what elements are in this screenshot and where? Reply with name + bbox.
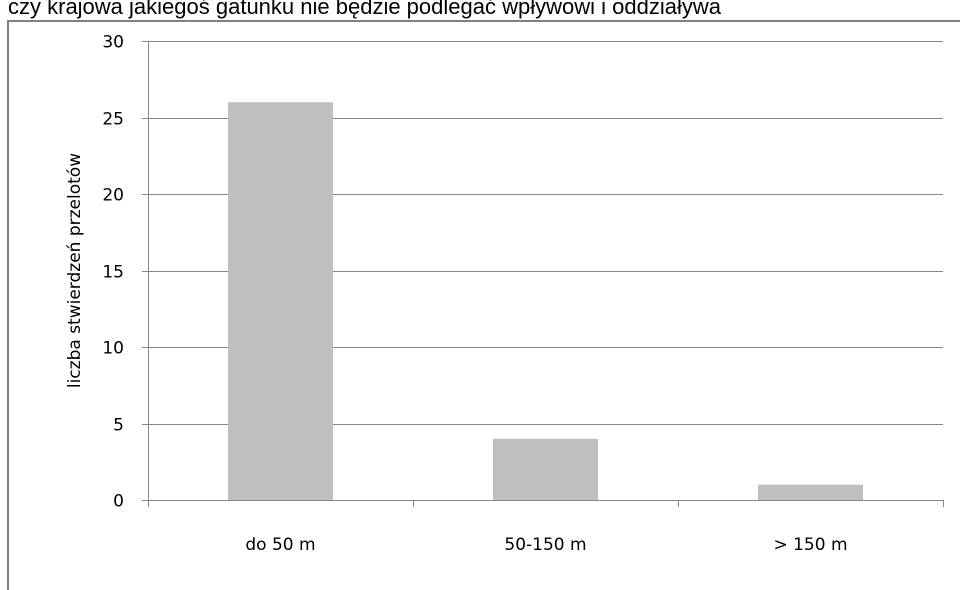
- bar: [493, 438, 598, 500]
- y-tick-label: 30: [102, 33, 124, 53]
- x-tick-label: > 150 m: [773, 535, 847, 555]
- bar: [228, 102, 333, 500]
- y-tick-label: 10: [102, 339, 124, 359]
- bar-chart: 0 5 10 15 20 25 30 do 50 m 50-150 m > 150 m licz…: [65, 33, 944, 555]
- y-axis-title: liczba stwierdzeń przelotów: [65, 153, 85, 388]
- axes: [148, 41, 944, 507]
- y-tick-label: 20: [102, 186, 124, 206]
- x-tick-label: do 50 m: [245, 535, 315, 555]
- y-tick-label: 25: [102, 110, 124, 130]
- y-tick-label: 0: [113, 492, 124, 512]
- y-tick-label: 5: [113, 416, 124, 436]
- bars: [228, 102, 863, 500]
- x-tick-label: 50-150 m: [504, 535, 586, 555]
- chart-frame: [7, 20, 960, 590]
- truncated-header-text: czy krajowa jakiegoś gatunku nie będzie …: [8, 0, 721, 19]
- y-tick-labels: 0 5 10 15 20 25 30: [102, 33, 124, 512]
- bar: [758, 484, 863, 500]
- x-tick-labels: do 50 m 50-150 m > 150 m: [245, 535, 847, 555]
- y-tick-label: 15: [102, 263, 124, 283]
